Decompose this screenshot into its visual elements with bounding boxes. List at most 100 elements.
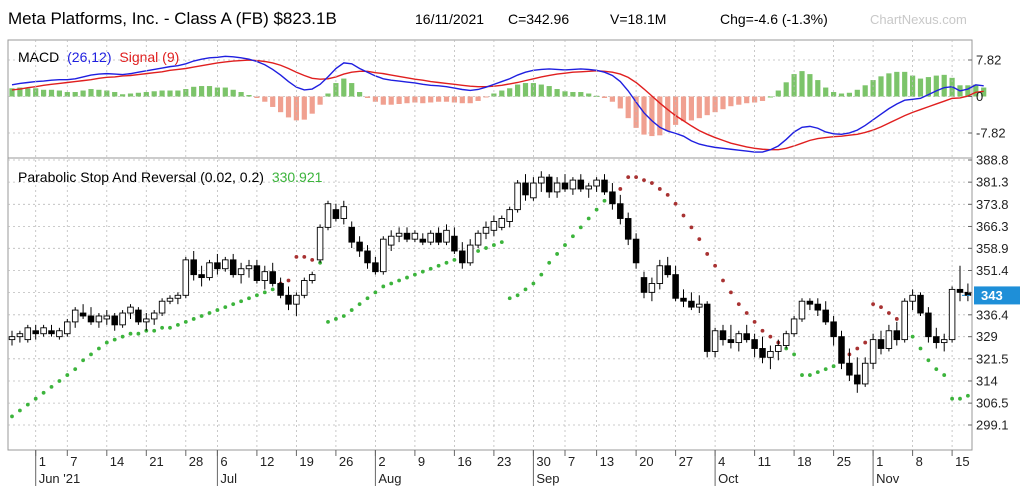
sar-dot <box>207 311 212 315</box>
macd-hist-bar <box>17 87 23 97</box>
candle <box>364 245 371 269</box>
macd-hist-bar <box>570 92 576 97</box>
macd-hist-bar <box>720 96 726 110</box>
candle-body <box>150 312 158 320</box>
candle-body <box>743 333 750 341</box>
candle <box>71 307 79 328</box>
sar-dot <box>397 278 401 283</box>
candle <box>688 292 695 311</box>
sar-dot <box>357 302 362 307</box>
x-tick-label: 19 <box>299 454 313 469</box>
sar-dot <box>492 243 496 247</box>
month-label: Nov <box>876 471 900 486</box>
sar-dot <box>341 314 346 318</box>
sar-dot <box>721 278 725 283</box>
candle-body <box>632 238 640 264</box>
sar-dot <box>183 319 188 324</box>
sar-dot <box>160 325 165 330</box>
sar-label: Parabolic Stop And Reversal (0.02, 0.2) <box>18 169 264 185</box>
x-tick-label: 4 <box>718 454 725 469</box>
macd-hist-bar <box>483 96 489 98</box>
candle-body <box>538 176 545 184</box>
candle-body <box>530 182 537 199</box>
candle-body <box>79 312 87 317</box>
sar-dot <box>879 305 883 310</box>
candle <box>372 256 379 275</box>
candle <box>340 200 348 225</box>
macd-hist-bar <box>507 88 513 97</box>
x-tick-label: 16 <box>457 454 471 469</box>
candle-body <box>103 315 111 320</box>
macd-hist-bar <box>96 89 102 97</box>
macd-hist-bar <box>578 92 584 97</box>
sar-dot <box>420 269 425 274</box>
sar-dot <box>10 414 14 419</box>
candle <box>735 330 743 352</box>
sar-dot <box>894 317 899 321</box>
candle <box>190 250 197 281</box>
x-axis: 1 7 14 21 28 6 12 19 26 2 9 16 23 30 7 13 20 27 4 11 18 25 1 8 1… <box>35 450 970 486</box>
sar-dot <box>223 305 228 310</box>
macd-hist-bar <box>870 80 876 97</box>
x-tick-label: 2 <box>378 454 385 469</box>
candle-body <box>435 232 442 243</box>
macd-hist-bar <box>412 96 418 103</box>
x-tick-label: 20 <box>639 454 653 469</box>
x-tick-label: 12 <box>260 454 274 469</box>
candle-body <box>348 226 355 243</box>
candle-body <box>593 179 600 187</box>
candle-body <box>380 238 387 273</box>
candle-body <box>16 333 24 338</box>
macd-hist-bar <box>420 96 426 104</box>
macd-hist-bar <box>783 82 789 97</box>
sar-dot <box>428 266 433 271</box>
candle-body <box>933 336 940 344</box>
candle <box>530 177 537 201</box>
sar-dot <box>436 263 441 268</box>
macd-hist-bar <box>428 96 434 103</box>
macd-hist-bar <box>554 89 560 97</box>
x-tick-label: 15 <box>955 454 969 469</box>
candle <box>490 215 498 237</box>
sar-dot <box>136 331 141 336</box>
macd-hist-bar <box>704 96 710 116</box>
sar-dot <box>539 272 544 277</box>
macd-hist-bar <box>838 93 845 97</box>
x-tick-label: 27 <box>679 454 693 469</box>
header-volume: V=18.1M <box>610 11 666 27</box>
candle-body <box>545 176 553 193</box>
candle <box>680 289 687 308</box>
x-tick-label: 1 <box>876 454 883 469</box>
candle <box>253 259 261 284</box>
candle <box>814 298 822 316</box>
macd-hist-bar <box>617 96 623 109</box>
macd-params: (26,12) <box>67 49 111 65</box>
candle <box>8 330 16 346</box>
x-tick-label: 18 <box>797 454 811 469</box>
chart-header: Meta Platforms, Inc. - Class A (FB) $823… <box>8 9 967 28</box>
macd-hist-bar <box>270 96 276 107</box>
candle-body <box>482 226 490 234</box>
sar-dot <box>120 334 125 339</box>
candle <box>269 262 276 287</box>
sar-dot <box>744 311 749 315</box>
sar-dot <box>823 367 828 372</box>
candle-body <box>198 274 205 279</box>
sar-dot <box>713 263 717 268</box>
candle <box>245 259 253 278</box>
candle <box>419 233 427 246</box>
month-label: Jul <box>220 471 237 486</box>
month-label: Oct <box>718 471 739 486</box>
macd-panel: 7.82 0 -7.82 MACD (26,12) Signal (9) <box>7 39 1006 159</box>
candle <box>798 298 806 322</box>
sar-dot <box>49 384 54 389</box>
candle-body <box>664 265 671 276</box>
x-tick-label: 30 <box>536 454 550 469</box>
candle <box>206 259 213 281</box>
candle-body <box>506 209 513 222</box>
sar-dot <box>239 299 244 304</box>
candle <box>917 292 924 316</box>
candle-body <box>925 312 932 338</box>
candle <box>166 295 174 305</box>
sar-dot <box>768 334 773 339</box>
